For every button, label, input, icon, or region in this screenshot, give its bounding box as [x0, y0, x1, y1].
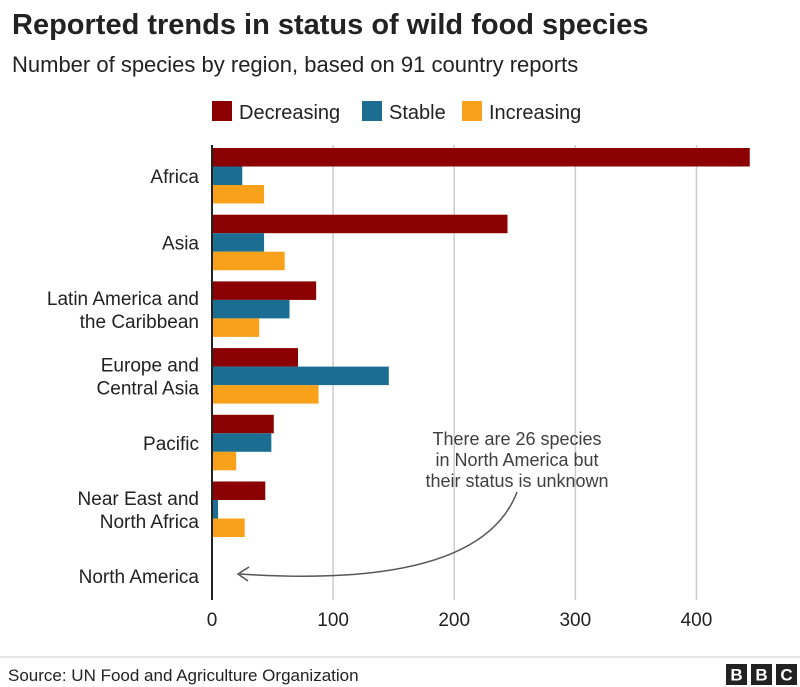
legend: Decreasing Stable Increasing — [212, 101, 581, 124]
annotation-arrow-head — [236, 566, 250, 582]
category-label-europe-and-central-asia: Europe and Central Asia — [97, 356, 200, 400]
category-label-line: Central Asia — [97, 379, 200, 400]
bars — [212, 148, 750, 537]
chart-title: Reported trends in status of wild food s… — [12, 9, 648, 41]
bar-near-east-and-north-africa-decreasing — [212, 481, 266, 500]
legend-label-increasing: Increasing — [489, 102, 581, 124]
annotation-arrow-line — [239, 491, 518, 577]
bbc-logo-block — [751, 664, 772, 685]
legend-swatch-increasing — [462, 101, 482, 121]
category-label-line: Africa — [150, 167, 199, 188]
category-label-line: the Caribbean — [80, 312, 199, 333]
bar-near-east-and-north-africa-stable — [212, 500, 219, 519]
annotation-line: There are 26 species — [432, 429, 601, 449]
category-label-line: Asia — [162, 234, 199, 255]
annotation: There are 26 species in North America but… — [236, 429, 609, 582]
annotation-line: their status is unknown — [425, 471, 608, 491]
annotation-line: in North America but — [435, 450, 598, 470]
bbc-logo-letter: B — [730, 666, 742, 685]
bar-asia-stable — [212, 233, 265, 252]
bbc-logo-block — [726, 664, 747, 685]
x-tick-labels: 0 100 200 300 400 — [207, 610, 713, 631]
category-label-line: North America — [79, 567, 200, 588]
bar-pacific-stable — [212, 433, 272, 452]
category-label-north-america: North America — [79, 567, 200, 588]
category-label-line: North Africa — [100, 512, 200, 533]
bbc-logo-block — [776, 664, 797, 685]
category-label-line: Near East and — [78, 489, 199, 510]
category-label-asia: Asia — [162, 234, 199, 255]
legend-swatch-stable — [362, 101, 382, 121]
bar-europe-and-central-asia-increasing — [212, 385, 319, 404]
bar-pacific-decreasing — [212, 414, 274, 434]
bar-near-east-and-north-africa-increasing — [212, 518, 245, 537]
bar-africa-stable — [212, 166, 243, 185]
legend-swatch-decreasing — [212, 101, 232, 121]
chart-subtitle: Number of species by region, based on 91… — [12, 52, 578, 77]
bar-europe-and-central-asia-decreasing — [212, 348, 298, 367]
category-label-pacific: Pacific — [143, 434, 199, 455]
source-note: Source: UN Food and Agriculture Organiza… — [8, 666, 359, 685]
bbc-logo-letter: B — [755, 666, 767, 685]
bar-latin-america-and-the-caribbean-decreasing — [212, 281, 317, 300]
bar-asia-increasing — [212, 251, 285, 271]
category-label-africa: Africa — [150, 167, 199, 188]
bar-pacific-increasing — [212, 451, 237, 471]
bar-latin-america-and-the-caribbean-stable — [212, 299, 290, 319]
bar-latin-america-and-the-caribbean-increasing — [212, 318, 260, 337]
bar-europe-and-central-asia-stable — [212, 366, 389, 386]
annotation-text: There are 26 species in North America but… — [425, 429, 608, 491]
category-label-near-east-and-north-africa: Near East and North Africa — [78, 489, 200, 533]
bbc-logo-letter: C — [780, 666, 792, 685]
bar-africa-decreasing — [212, 148, 750, 167]
x-tick-100: 100 — [317, 610, 349, 631]
x-tick-300: 300 — [559, 610, 591, 631]
category-labels: Africa Asia Latin America and the Caribbean… — [47, 167, 200, 588]
legend-label-stable: Stable — [389, 102, 446, 124]
legend-label-decreasing: Decreasing — [239, 102, 340, 124]
bar-asia-decreasing — [212, 214, 508, 234]
x-tick-200: 200 — [438, 610, 470, 631]
x-tick-0: 0 — [207, 610, 218, 631]
bar-africa-increasing — [212, 185, 265, 204]
x-tick-400: 400 — [681, 610, 713, 631]
category-label-latin-america-and-the-caribbean: Latin America and the Caribbean — [47, 289, 199, 333]
category-label-line: Pacific — [143, 434, 199, 455]
category-label-line: Europe and — [101, 356, 199, 377]
category-label-line: Latin America and — [47, 289, 199, 310]
